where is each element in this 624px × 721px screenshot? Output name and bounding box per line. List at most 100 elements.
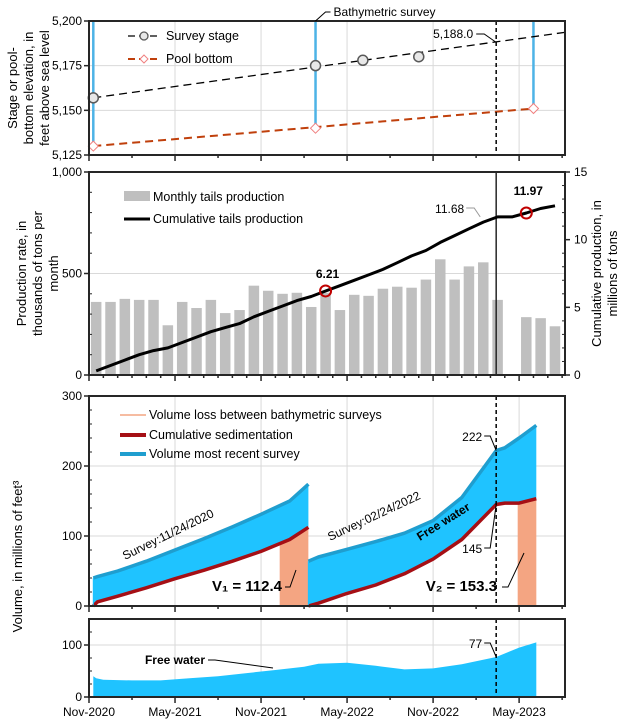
production-y-axis-title: Production rate, in	[14, 221, 29, 327]
elevation-y-axis-title: feet above sea level	[37, 30, 52, 146]
monthly-production-bar	[219, 313, 231, 375]
free-water-area	[308, 425, 537, 606]
volume-loss-bar	[517, 498, 537, 606]
value-222-leader	[484, 435, 497, 451]
free-water-label: Free water	[145, 653, 205, 667]
production-value-label: 11.97	[514, 184, 544, 198]
stage-value-label: 5,188.0	[433, 27, 473, 41]
free-water-ytick-label: 0	[75, 690, 82, 704]
bathymetric-survey-leader	[315, 11, 331, 22]
monthly-production-bar	[119, 298, 131, 375]
monthly-production-bar	[262, 290, 274, 375]
elevation-ytick-label: 5,150	[52, 103, 82, 117]
elevation-ytick-label: 5,200	[52, 14, 82, 28]
survey-stage-point	[357, 54, 369, 67]
legend-volume-loss-label: Volume loss between bathymetric surveys	[149, 408, 382, 422]
monthly-production-bar	[277, 293, 288, 375]
cumulative-sedimentation-line	[92, 525, 310, 608]
x-tick-label: Nov-2022	[407, 705, 459, 719]
bathymetric-survey-label: Bathymetric survey	[334, 5, 436, 19]
v2-label: V₂ = 153.3	[426, 578, 497, 595]
production-y2-axis-title: millions of tons	[605, 230, 620, 316]
free-water-ytick-label: 100	[62, 638, 82, 652]
production-ytick-label: 0	[75, 368, 82, 382]
monthly-production-bar	[191, 308, 202, 375]
x-tick-label: Nov-2020	[63, 705, 115, 719]
monthly-production-bar	[377, 288, 389, 375]
x-tick-label: May-2022	[320, 705, 374, 719]
volume-ytick-label: 300	[62, 389, 82, 403]
legend-sedimentation-label: Cumulative sedimentation	[149, 428, 293, 442]
monthly-production-bar	[176, 301, 188, 375]
free-water-area	[93, 642, 537, 697]
monthly-production-bar	[535, 318, 546, 375]
elevation-y-axis-title: bottom elevation, in	[21, 32, 36, 145]
volume-frame	[88, 395, 566, 607]
production-y2tick-label: 5	[574, 300, 581, 314]
production-y2-axis-title: Cumulative production, in	[589, 200, 604, 347]
monthly-production-bar	[435, 259, 446, 375]
pool-bottom-point	[527, 102, 540, 115]
legend-survey-stage-marker	[139, 31, 149, 41]
production-y-axis-title: thousands of tons per	[30, 210, 45, 336]
monthly-production-bar	[291, 292, 303, 375]
v1-label: V₁ = 112.4	[212, 578, 283, 595]
production-value-label: 6.21	[316, 267, 340, 281]
value-145-label: 145	[462, 542, 482, 556]
monthly-production-bar	[105, 301, 116, 375]
monthly-production-bar	[133, 299, 145, 375]
production-y2tick-label: 10	[574, 233, 588, 247]
monthly-production-bar	[420, 279, 432, 375]
stage-value-leader	[476, 33, 497, 43]
production-y-axis-title: month	[46, 255, 61, 291]
survey-stage-trend-line	[93, 31, 570, 99]
monthly-production-bar	[521, 317, 532, 375]
free-water-leader	[208, 659, 274, 669]
pool-bottom-point	[309, 122, 322, 134]
volume-y-axis-title: Volume, in millions of feet³	[10, 480, 25, 632]
monthly-production-bar	[234, 310, 245, 375]
survey-stage-point	[309, 59, 322, 72]
v1-leader	[285, 569, 297, 588]
production-value-leader	[466, 207, 481, 218]
monthly-production-bar	[363, 295, 374, 375]
pool-bottom-trend-line	[93, 107, 534, 148]
monthly-production-bar	[478, 262, 489, 375]
monthly-production-bar	[463, 266, 475, 375]
elevation-y-axis-title: Stage or pool-	[5, 47, 20, 129]
legend-monthly-swatch	[124, 191, 150, 201]
elevation-frame	[88, 20, 566, 156]
volume-ytick-label: 200	[62, 459, 82, 473]
monthly-production-bar	[148, 299, 159, 375]
monthly-production-bar	[162, 325, 174, 375]
cumulative-production-line	[95, 204, 556, 373]
production-ytick-label: 1,000	[52, 165, 82, 179]
legend-monthly-label: Monthly tails production	[153, 190, 284, 204]
value-145-leader	[484, 504, 497, 549]
legend-pool-bottom-label: Pool bottom	[166, 52, 233, 66]
monthly-production-bar	[348, 294, 360, 375]
value-222-label: 222	[462, 430, 482, 444]
cumulative-sedimentation-line	[307, 497, 537, 608]
v2-leader	[502, 552, 525, 588]
monthly-production-bar	[90, 301, 102, 375]
legend-survey-volume-label: Volume most recent survey	[149, 447, 301, 461]
x-tick-label: May-2021	[148, 705, 202, 719]
monthly-production-bar	[334, 310, 346, 375]
legend-cumulative-label: Cumulative tails production	[153, 212, 303, 226]
survey-stage-point	[413, 50, 425, 63]
production-y2tick-label: 15	[574, 165, 588, 179]
survey-volume-line	[92, 482, 310, 580]
legend-survey-stage-label: Survey stage	[166, 29, 239, 43]
monthly-production-bar	[492, 299, 503, 375]
x-tick-label: Nov-2021	[235, 705, 287, 719]
axes-layer	[84, 20, 570, 703]
x-tick-label: May-2023	[492, 705, 546, 719]
survey-volume-line	[307, 423, 538, 563]
highlight-circle	[519, 206, 533, 220]
monthly-production-bar	[320, 292, 331, 375]
monthly-production-bar	[406, 287, 417, 375]
production-ytick-label: 500	[62, 267, 82, 281]
volume-ytick-label: 100	[62, 529, 82, 543]
